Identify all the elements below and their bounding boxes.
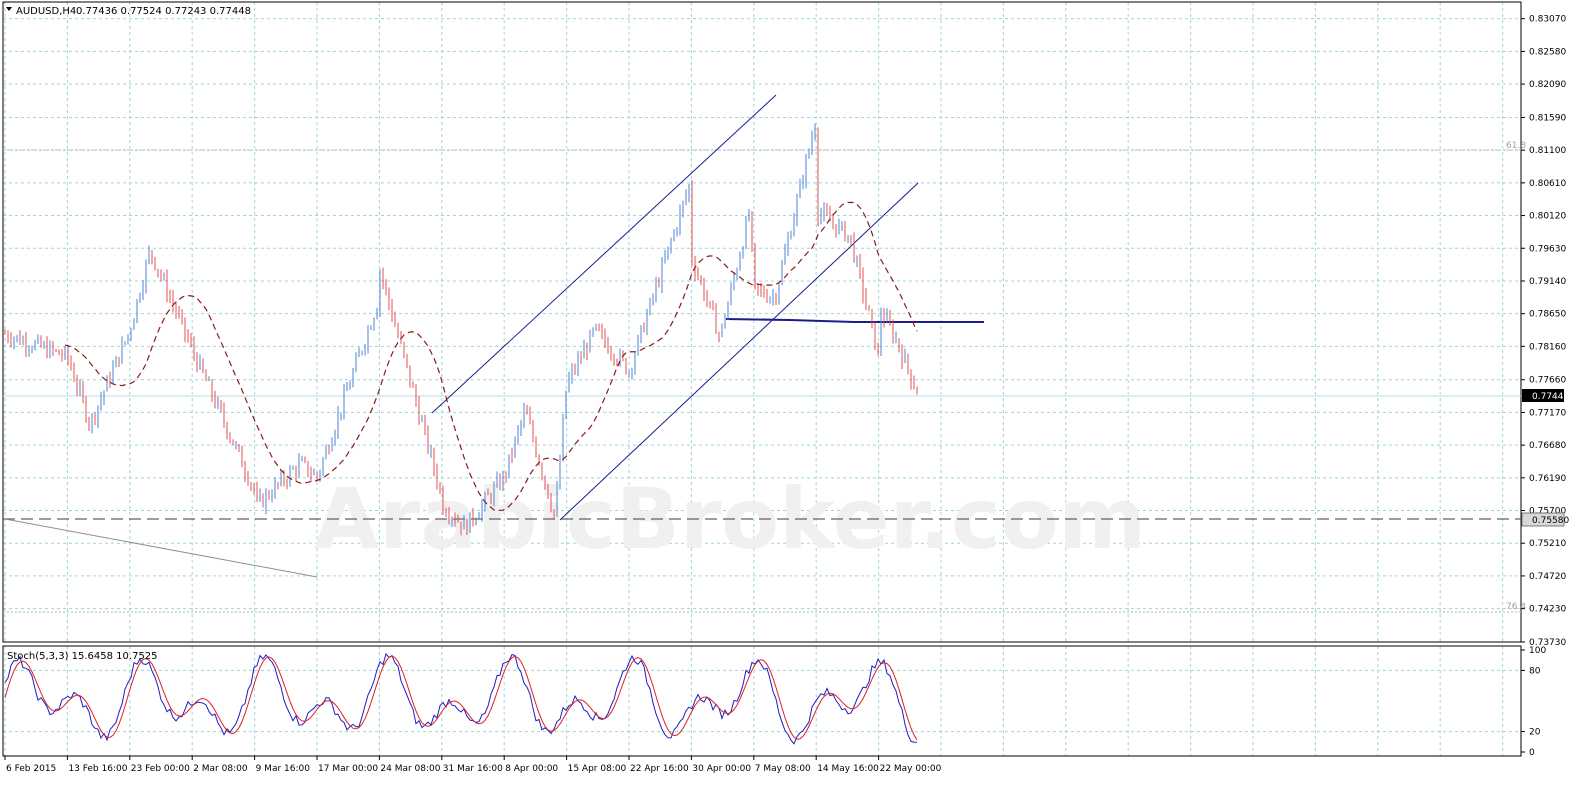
indicator-label: Stoch(5,3,3) 15.6458 10.7525: [7, 651, 158, 662]
indicator-frame: [2, 645, 1522, 757]
time-label: 14 May 16:00: [817, 764, 879, 774]
stoch-label: 20: [1529, 728, 1541, 738]
main-chart-frame: [2, 1, 1522, 643]
moving-average-line: [64, 201, 918, 512]
price-label: 0.75700: [1529, 507, 1566, 517]
stoch-label: 100: [1529, 646, 1546, 656]
time-label: 23 Feb 00:00: [131, 764, 190, 774]
time-label: 17 Mar 00:00: [318, 764, 378, 774]
price-axis: 0.83070 0.82580 0.82090 0.81590 0.81100 0.806…: [1521, 15, 1566, 648]
price-label: 0.74230: [1529, 605, 1566, 615]
stochastic-main-line: [4, 652, 918, 745]
svg-text:0.77448: 0.77448: [1532, 392, 1569, 402]
time-label: 24 Mar 08:00: [380, 764, 440, 774]
dropdown-triangle-icon[interactable]: [6, 7, 12, 11]
support-price-tag: 0.75580: [1521, 512, 1569, 527]
time-label: 15 Apr 08:00: [568, 764, 627, 774]
price-label: 0.76190: [1529, 474, 1566, 484]
chart-ohlc: 0.77436 0.77524 0.77243 0.77448: [76, 6, 251, 17]
neckline[interactable]: [725, 318, 984, 323]
time-label: 22 Apr 16:00: [630, 764, 689, 774]
time-label: 13 Feb 16:00: [68, 764, 127, 774]
price-label: 0.78160: [1529, 342, 1566, 352]
channel-lower-trendline[interactable]: [559, 182, 919, 521]
time-label: 9 Mar 16:00: [256, 764, 311, 774]
time-axis: 6 Feb 2015 13 Feb 16:00 23 Feb 00:00 2 Mar …: [4, 756, 942, 774]
channel-upper-trendline[interactable]: [431, 94, 777, 414]
price-label: 0.78650: [1529, 310, 1566, 320]
stoch-label: 0: [1529, 748, 1535, 758]
price-label: 0.80120: [1529, 212, 1566, 222]
price-label: 0.73730: [1529, 638, 1566, 648]
time-label: 30 Apr 00:00: [692, 764, 751, 774]
price-label: 0.80610: [1529, 179, 1566, 189]
price-label: 0.81100: [1529, 146, 1566, 156]
chart-symbol: AUDUSD,H4: [16, 6, 76, 17]
price-label: 0.79140: [1529, 277, 1566, 287]
time-label: 6 Feb 2015: [6, 764, 56, 774]
stoch-label: 80: [1529, 666, 1541, 676]
time-label: 2 Mar 08:00: [193, 764, 248, 774]
stochastic-axis: 100 80 20 0: [1521, 646, 1546, 758]
gray-descending-line[interactable]: [4, 518, 318, 578]
price-label: 0.83070: [1529, 15, 1566, 25]
time-label: 8 Apr 00:00: [505, 764, 558, 774]
stochastic-signal-line: [4, 655, 918, 741]
price-label: 0.75210: [1529, 539, 1566, 549]
price-label: 0.82580: [1529, 47, 1566, 57]
fib-61-8-label: 61.8: [1506, 141, 1526, 151]
time-label: 7 May 08:00: [755, 764, 811, 774]
time-label: 31 Mar 16:00: [443, 764, 503, 774]
price-label: 0.82090: [1529, 80, 1566, 90]
current-price-tag: 0.77448: [1522, 389, 1569, 402]
time-label: 22 May 00:00: [880, 764, 942, 774]
price-label: 0.77660: [1529, 376, 1566, 386]
svg-text:0.75580: 0.75580: [1532, 516, 1569, 526]
price-label: 0.81590: [1529, 113, 1566, 123]
candles: [4, 123, 918, 536]
fib-76-4-label: 76.4: [1506, 602, 1526, 612]
price-label: 0.77170: [1529, 408, 1566, 418]
price-label: 0.76680: [1529, 441, 1566, 451]
price-label: 0.79630: [1529, 244, 1566, 254]
price-label: 0.74720: [1529, 572, 1566, 582]
stochastic-grid: [3, 646, 1521, 756]
